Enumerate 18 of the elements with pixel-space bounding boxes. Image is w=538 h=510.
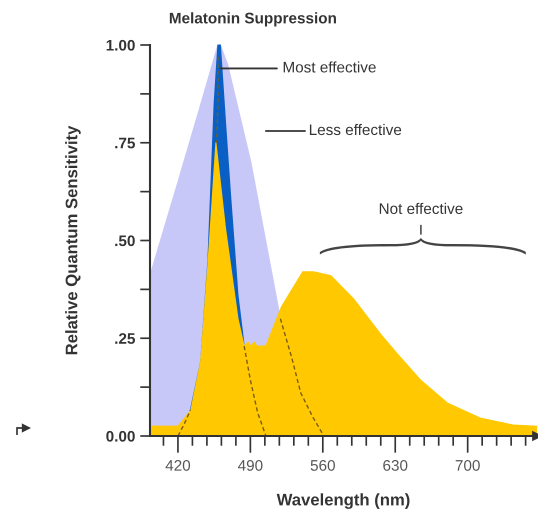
chart-title: Melatonin Suppression: [170, 12, 336, 26]
x-tick-label: 490: [238, 460, 263, 471]
x-axis-title: Wavelength (nm): [276, 493, 410, 509]
annotation: Not effective: [380, 202, 463, 214]
y-tick-label: 1.00: [106, 40, 135, 51]
y-axis-title: Relative Quantum Sensitivity: [65, 126, 81, 354]
y-tick-label: 0.00: [106, 430, 135, 442]
x-tick-label: 560: [310, 460, 335, 471]
annotation: Most effective: [284, 61, 376, 73]
x-tick-label: 630: [383, 460, 408, 471]
annotation: Less effective: [310, 124, 402, 136]
x-tick-label: 700: [456, 460, 480, 471]
y-tick-label: .25: [115, 333, 135, 344]
line-series: [280, 318, 325, 436]
x-tick-label: 420: [166, 460, 190, 471]
line-series: [243, 345, 267, 436]
y-tick-label: .50: [115, 235, 135, 246]
y-tick-label: .75: [115, 138, 135, 148]
